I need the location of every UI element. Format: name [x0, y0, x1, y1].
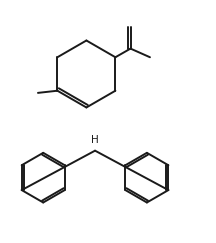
Text: H: H	[91, 135, 99, 145]
